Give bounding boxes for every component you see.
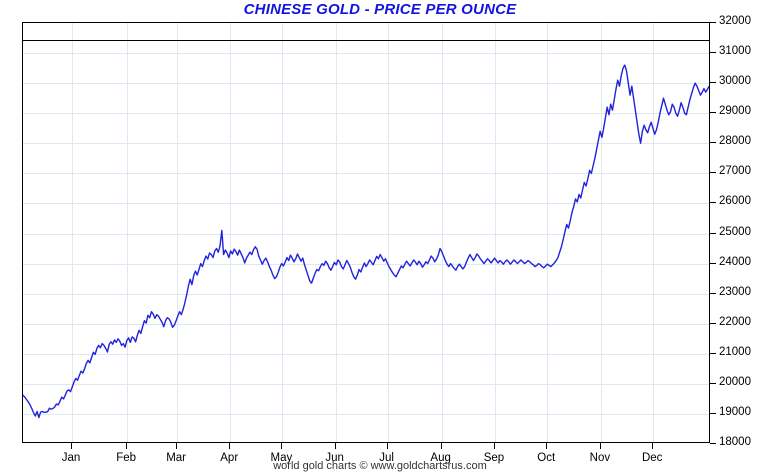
x-axis-tick-label: Aug [430,452,451,464]
x-axis-tick-label: Sep [483,452,505,464]
y-axis-tick [710,352,716,354]
price-line-series [23,64,709,419]
y-axis-tick-label: 25000 [719,225,751,238]
x-axis-tick-label: May [270,452,293,464]
x-axis-tick [386,443,388,449]
x-axis-tick-label: Mar [166,452,187,464]
y-axis-tick [710,443,716,444]
x-axis-tick [176,443,178,449]
x-axis-tick-label: Nov [589,452,611,464]
gridline-vertical [441,23,443,442]
y-axis-tick [710,202,716,204]
x-axis-tick-label: Dec [641,452,663,464]
y-axis-tick [710,412,716,414]
gridline-horizontal [23,143,709,145]
gridline-vertical [177,23,179,442]
gridline-horizontal [23,263,709,265]
x-axis-tick [440,443,442,449]
gridline-vertical [653,23,655,442]
y-axis-tick-label: 24000 [719,255,751,268]
y-axis-tick [710,82,716,84]
y-axis-tick-label: 19000 [719,405,751,418]
y-axis-tick-label: 23000 [719,285,751,298]
gridline-horizontal [23,383,709,385]
x-axis-tick-label: Jan [61,452,81,464]
gridline-horizontal [23,233,709,235]
x-axis-tick-label: Oct [537,452,556,464]
x-axis-tick-label: Apr [220,452,239,464]
y-axis-tick [710,382,716,384]
x-axis-tick-label: Jun [325,452,344,464]
y-axis-tick [710,232,716,234]
gridline-vertical [71,23,73,442]
y-axis-tick-label: 20000 [719,375,751,388]
gridline-vertical [547,23,549,442]
gridline-horizontal [23,83,709,85]
x-axis-tick [599,443,601,449]
y-axis-tick [710,22,716,23]
y-axis-tick-label: 32000 [719,15,751,27]
y-axis-tick-label: 30000 [719,75,751,88]
x-axis-tick [281,443,283,449]
gridline-horizontal [23,203,709,205]
y-axis-tick-label: 28000 [719,135,751,148]
x-axis-tick-label: Jul [379,452,394,464]
y-axis-tick-label: 31000 [719,45,751,58]
y-axis-tick [710,322,716,324]
gridline-horizontal [23,353,709,355]
y-axis-tick [710,52,716,54]
gridline-vertical [282,23,284,442]
x-axis-tick [229,443,231,449]
gridline-vertical [335,23,337,442]
plot-area [22,22,710,443]
x-axis-tick [70,443,72,449]
gridline-horizontal [23,323,709,325]
y-axis-tick-label: 26000 [719,195,751,208]
y-axis-tick [710,262,716,264]
gridline-horizontal [23,413,709,415]
gridline-vertical [494,23,496,442]
gridline-vertical [230,23,232,442]
y-axis-tick-label: 18000 [719,436,751,448]
y-axis-tick [710,142,716,144]
x-axis-tick [334,443,336,449]
plot-inner [23,23,709,442]
gridline-horizontal [23,293,709,295]
y-axis-tick-label: 21000 [719,345,751,358]
y-axis-tick [710,292,716,294]
y-axis-tick [710,172,716,174]
footer-credit: world gold charts © www.goldchartsrus.co… [273,460,487,472]
gridline-horizontal [23,113,709,115]
x-axis-tick [126,443,128,449]
x-axis-tick [546,443,548,449]
gridline-vertical [387,23,389,442]
gridline-vertical [600,23,602,442]
x-axis-tick-label: Feb [116,452,137,464]
y-axis-tick-label: 29000 [719,105,751,118]
gridline-horizontal [23,53,709,55]
y-axis-tick [710,112,716,114]
x-axis-tick [652,443,654,449]
gridline-vertical [127,23,129,442]
gridline-horizontal [23,173,709,175]
y-axis-tick-label: 27000 [719,165,751,178]
x-axis-tick [493,443,495,449]
page-title: CHINESE GOLD - PRICE PER OUNCE [243,1,517,18]
info-bar-separator [22,40,710,41]
y-axis-tick-label: 22000 [719,315,751,328]
